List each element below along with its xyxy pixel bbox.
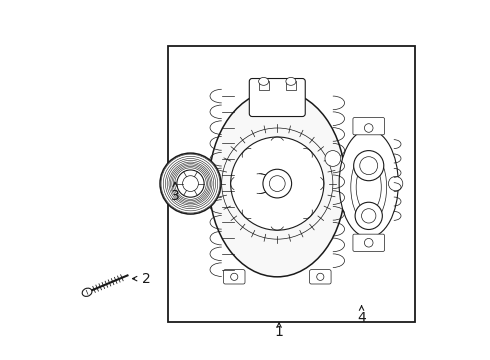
Text: 4: 4 (357, 311, 366, 325)
Ellipse shape (209, 90, 345, 277)
Circle shape (231, 137, 324, 230)
FancyBboxPatch shape (353, 118, 385, 135)
Circle shape (160, 153, 221, 214)
Text: 1: 1 (274, 325, 284, 339)
Circle shape (365, 238, 373, 247)
Circle shape (355, 202, 382, 229)
Bar (193, 179, 202, 188)
Circle shape (365, 124, 373, 132)
Circle shape (325, 150, 341, 166)
Bar (259, 81, 269, 90)
Bar (286, 81, 296, 90)
Circle shape (360, 157, 378, 175)
Text: 3: 3 (171, 189, 179, 203)
Circle shape (354, 150, 384, 181)
Circle shape (317, 273, 324, 280)
Bar (168, 45, 416, 321)
FancyBboxPatch shape (310, 270, 331, 284)
FancyBboxPatch shape (198, 167, 213, 200)
Ellipse shape (286, 77, 296, 85)
Ellipse shape (259, 77, 269, 85)
Ellipse shape (339, 130, 398, 237)
FancyBboxPatch shape (223, 270, 245, 284)
Circle shape (177, 170, 204, 197)
Circle shape (231, 273, 238, 280)
Circle shape (362, 209, 376, 223)
Text: 2: 2 (142, 271, 151, 285)
Circle shape (270, 176, 285, 192)
Circle shape (389, 176, 403, 191)
FancyBboxPatch shape (353, 234, 385, 251)
Circle shape (183, 176, 198, 192)
FancyBboxPatch shape (249, 78, 305, 117)
Circle shape (263, 169, 292, 198)
Ellipse shape (82, 288, 92, 296)
